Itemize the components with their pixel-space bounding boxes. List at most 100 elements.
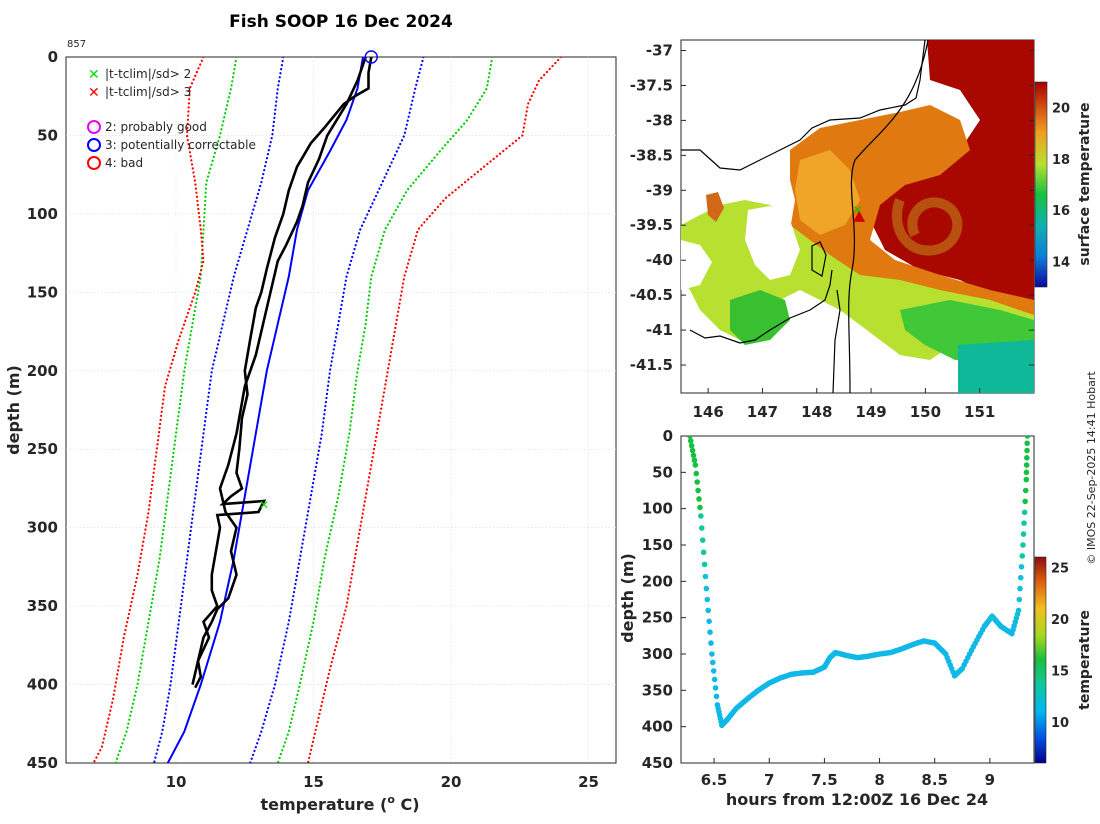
- map-y-tick-label: -40.5: [630, 286, 673, 304]
- sst-orange-left: [706, 192, 724, 222]
- track-point: [1023, 476, 1030, 483]
- sst-eddy: [891, 197, 963, 256]
- sst-gap: [745, 206, 800, 280]
- track-point: [693, 470, 700, 477]
- island-outline-2: [832, 289, 841, 393]
- track-point: [689, 447, 696, 454]
- map-x-tick-label: 148: [801, 403, 832, 421]
- legend-item-probably-good: 2: probably good: [87, 120, 207, 134]
- x-tick-label: 25: [578, 773, 599, 791]
- legend-item-bad: 4: bad: [87, 156, 143, 170]
- track-point: [698, 525, 705, 531]
- map-markers: ✕: [853, 203, 866, 222]
- track-ticks: 6.5 7 7.5 8 8.5 9 0 50 100 150 200 250 300 350 400 450: [642, 427, 995, 789]
- legend-label: |t-tclim|/sd> 2: [105, 67, 191, 81]
- map-x-tick-label: 150: [910, 403, 941, 421]
- track-x-tick-label: 7: [764, 771, 774, 789]
- sst-colorbar: [1034, 81, 1048, 288]
- map-panel: 146 147 148 149 150 151 -37 -37.5 -38 -38.5 -39 -39…: [630, 39, 1093, 421]
- legend-marker-green-x: ✕: [88, 67, 100, 83]
- track-xlabel: hours from 12:00Z 16 Dec 24: [726, 790, 988, 809]
- track-point: [692, 462, 699, 468]
- track-y-tick-label: 400: [642, 718, 673, 736]
- track-point: [1018, 564, 1025, 570]
- track-y-tick-label: 100: [642, 500, 673, 518]
- series-line: [166, 57, 364, 763]
- track-point: [712, 685, 719, 691]
- track-point: [1017, 585, 1023, 592]
- x-tick-label: 15: [303, 773, 324, 791]
- track-point: [1015, 607, 1022, 614]
- profile-ylabel: depth (m): [4, 365, 23, 455]
- map-y-tick-label: -41: [646, 321, 673, 339]
- map-y-tick-label: -39: [646, 181, 673, 199]
- sst-gap-2: [681, 240, 712, 290]
- series-line: [276, 57, 494, 763]
- map-y-tick-label: -37.5: [630, 76, 673, 94]
- profile-xlabel: temperature (o C): [260, 793, 419, 814]
- track-point: [1020, 542, 1026, 548]
- track-point: [711, 676, 718, 683]
- track-point: [709, 651, 715, 657]
- track-point: [694, 479, 700, 485]
- track-x-tick-label: 7.5: [811, 771, 838, 789]
- track-panel: 6.5 7 7.5 8 8.5 9050100150200250300350400450 …: [618, 427, 1093, 809]
- series-line: [306, 57, 563, 763]
- track-point: [688, 442, 695, 449]
- map-x-tick-label: 147: [747, 403, 778, 421]
- temp-colorbar-ticks: 10 15 20 25: [1051, 561, 1069, 731]
- series-line: [152, 57, 285, 763]
- y-tick-label: 200: [27, 362, 58, 380]
- tasmania-coast: [689, 269, 833, 344]
- track-point: [695, 487, 701, 494]
- track-x-tick-label: 9: [985, 771, 995, 789]
- y-tick-label: 100: [27, 205, 58, 223]
- profile-flags: ✕: [259, 50, 378, 512]
- series-line: [249, 57, 425, 763]
- track-point: [697, 504, 703, 511]
- map-y-tick-label: -41.5: [630, 356, 673, 374]
- map-x-marker: ✕: [853, 203, 863, 217]
- map-y-tick-label: -39.5: [630, 216, 673, 234]
- track-point: [707, 629, 713, 635]
- track-point: [687, 438, 694, 444]
- flag-circle-marker: [364, 50, 378, 64]
- track-point: [704, 596, 711, 603]
- legend-item-potentially-correctable: 3: potentially correctable: [87, 138, 256, 152]
- legend-label: 3: potentially correctable: [105, 138, 256, 152]
- sst-colorbar-label: surface temperature: [1077, 102, 1093, 265]
- legend-marker-red-x: ✕: [88, 85, 100, 101]
- sst-colorbar-tick-label: 20: [1052, 102, 1070, 117]
- y-tick-label: 250: [27, 440, 58, 458]
- series-line: [194, 57, 367, 689]
- sst-field: [681, 40, 1034, 393]
- track-point: [708, 640, 714, 646]
- legend-label: 4: bad: [105, 156, 143, 170]
- track-point: [702, 573, 709, 580]
- track-y-tick-label: 350: [642, 681, 673, 699]
- track-dots: [687, 436, 1031, 729]
- track-x-tick-label: 8: [874, 771, 884, 789]
- map-y-tick-label: -38.5: [630, 146, 673, 164]
- x-tick-label: 10: [166, 773, 187, 791]
- series-line: [191, 57, 373, 685]
- legend-marker-red-o: [87, 156, 101, 170]
- track-point: [713, 693, 720, 700]
- series-line: [114, 57, 238, 763]
- track-y-tick-label: 300: [642, 645, 673, 663]
- legend-marker-blue-o: [87, 138, 101, 152]
- track-point: [1016, 596, 1023, 603]
- y-tick-label: 50: [37, 126, 58, 144]
- temp-colorbar-tick-label: 15: [1051, 664, 1069, 679]
- track-point: [691, 457, 698, 464]
- sst-cool-region: [958, 340, 1034, 393]
- map-x-tick-label: 146: [692, 403, 723, 421]
- track-point: [1020, 531, 1027, 537]
- y-tick-label: 400: [27, 676, 58, 694]
- legend: ✕ |t-tclim|/sd> 2 ✕ |t-tclim|/sd> 3 2: p…: [87, 67, 256, 170]
- track-point: [1024, 455, 1030, 461]
- y-tick-label: 300: [27, 519, 58, 537]
- track-point: [1024, 440, 1030, 447]
- track-point: [1021, 520, 1027, 526]
